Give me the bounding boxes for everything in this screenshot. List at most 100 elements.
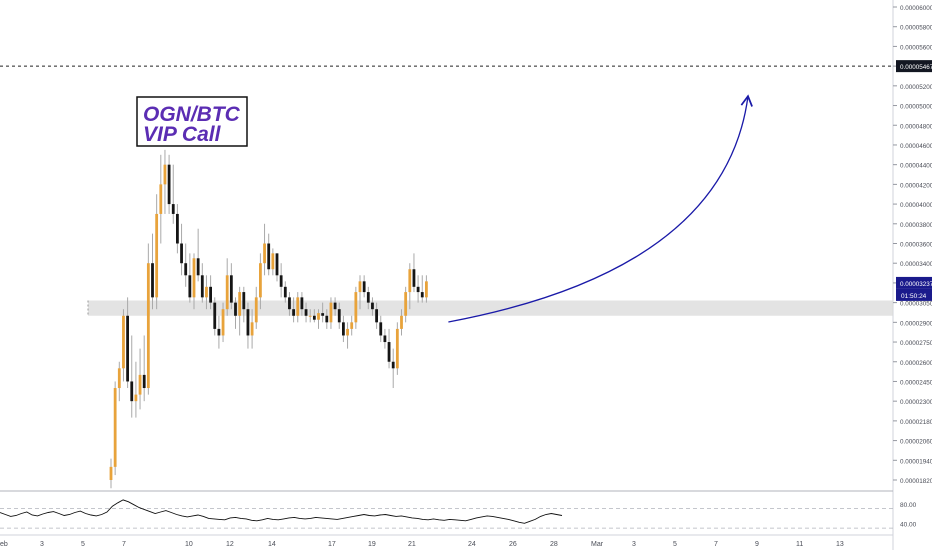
candle-body: [354, 292, 358, 323]
candle-body: [391, 361, 395, 369]
candle: [263, 223, 266, 276]
candle: [358, 275, 362, 310]
price-label: 0.00003237: [900, 281, 932, 288]
candle: [242, 286, 246, 323]
candle: [146, 243, 150, 395]
candle: [391, 348, 395, 389]
price-label: 0.00002060: [900, 439, 932, 446]
candle: [400, 309, 403, 336]
time-axis[interactable]: eb 3 5 7 10 12 14 17 19 21 24 26 28 Mar 3 5 7 9 11 13: [0, 541, 844, 548]
date-label: 28: [550, 541, 558, 548]
candle-body: [167, 164, 171, 205]
candle-body: [400, 315, 403, 329]
candle-body: [134, 394, 138, 402]
candle-body: [209, 286, 212, 303]
date-label: 7: [122, 541, 126, 548]
annotation-line-1: OGN/BTC: [143, 103, 241, 126]
price-label: 0.00001940: [900, 458, 932, 465]
date-label: 19: [368, 541, 376, 548]
price-label: 0.00003800: [900, 222, 932, 229]
candle: [192, 253, 196, 310]
candle: [209, 275, 212, 310]
candle-body: [238, 292, 242, 316]
candle: [333, 297, 337, 316]
candle: [296, 292, 300, 323]
price-axis[interactable]: 0.00006000 0.00005800 0.00005600 0.00005467…: [893, 5, 932, 485]
candle-body: [321, 313, 325, 316]
candle: [171, 164, 175, 224]
candle-body: [366, 292, 370, 303]
candle: [126, 297, 129, 389]
date-label: 12: [226, 541, 234, 548]
candle: [267, 233, 271, 276]
candle-body: [271, 253, 275, 270]
candle: [176, 204, 179, 254]
candle: [354, 286, 358, 329]
candle-body: [242, 292, 246, 310]
candle: [134, 361, 138, 418]
candle-body: [176, 213, 179, 244]
candle: [196, 228, 200, 282]
candle: [342, 315, 345, 343]
price-label: 0.00002180: [900, 419, 932, 426]
candle: [151, 233, 154, 310]
candle: [412, 253, 416, 293]
candle-body: [196, 258, 200, 276]
candle: [159, 154, 163, 244]
candle-body: [362, 281, 366, 293]
candle-body: [113, 388, 117, 467]
candle-body: [126, 315, 129, 382]
price-label: 0.00002450: [900, 379, 932, 386]
date-label: 11: [796, 541, 803, 548]
price-label: 0.00004600: [900, 143, 932, 150]
candle: [325, 309, 329, 329]
candle: [425, 275, 428, 303]
candle-body: [292, 309, 295, 316]
price-label: 0.00002600: [900, 360, 932, 367]
annotation-line-2: VIP Call: [143, 123, 222, 146]
candle: [283, 281, 287, 303]
candle: [404, 286, 408, 323]
osc-label: 40.00: [900, 521, 917, 528]
candle-body: [146, 263, 150, 389]
date-label: 7: [714, 541, 718, 548]
candle-body: [117, 368, 121, 389]
candle-body: [317, 313, 320, 320]
candle-body: [279, 275, 283, 287]
candle: [371, 297, 374, 316]
candle: [350, 315, 354, 336]
candle-body: [246, 309, 250, 336]
candle: [122, 309, 125, 382]
candle: [254, 286, 258, 329]
candle-body: [358, 281, 362, 293]
candle: [379, 315, 383, 343]
date-label: 3: [40, 541, 44, 548]
candle: [279, 263, 283, 298]
candle: [362, 275, 366, 298]
price-label: 0.00005000: [900, 104, 932, 111]
date-label: 3: [632, 541, 636, 548]
current-price-tag: [896, 276, 932, 289]
price-label: 0.00004000: [900, 202, 932, 209]
price-label: 0.00002900: [900, 320, 932, 327]
annotation-box[interactable]: OGN/BTC VIP Call: [136, 96, 248, 147]
candle: [109, 458, 113, 489]
candle-body: [200, 275, 204, 298]
candle: [337, 302, 341, 329]
candle: [221, 302, 225, 343]
candle: [387, 328, 391, 369]
projection-arrow: [448, 94, 753, 323]
candle-body: [159, 184, 163, 214]
candle: [117, 361, 121, 402]
candle: [142, 335, 146, 402]
candle-body: [163, 164, 167, 185]
candle-body: [329, 302, 333, 323]
candle-body: [122, 315, 125, 369]
candle: [113, 381, 117, 476]
candle: [288, 292, 291, 316]
candle-body: [130, 381, 134, 402]
candle-body: [371, 302, 374, 310]
candle-body: [296, 297, 300, 316]
